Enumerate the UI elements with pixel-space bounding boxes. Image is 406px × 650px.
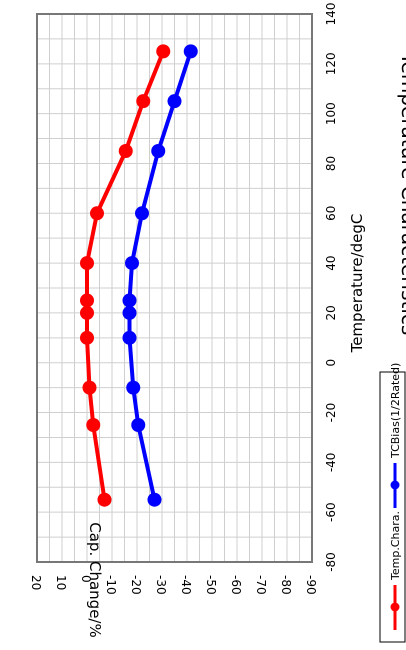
x-tick-label: 60 (324, 206, 338, 221)
x-tick-label: -60 (324, 502, 338, 522)
legend-marker-temp-chara (390, 602, 400, 612)
y-tick-label: -60 (229, 575, 243, 595)
data-point-0-0 (97, 492, 112, 507)
plot-area (36, 13, 313, 563)
legend-marker-tcbias (390, 480, 400, 490)
y-tick-label: 0 (79, 575, 93, 583)
x-tick-labels: -80 -60 -40 -20 0 20 40 60 80 100 120 140 (324, 3, 338, 572)
data-point-0-8 (118, 144, 133, 158)
y-tick-label: 20 (29, 575, 43, 590)
data-point-1-10 (183, 44, 198, 59)
x-axis-label: Temperature/degC (348, 214, 366, 354)
x-tick-label: -80 (324, 552, 338, 572)
data-point-1-3 (122, 330, 137, 345)
series-line-0 (85, 50, 166, 501)
legend-label-temp-chara: Temp.Chara. (389, 511, 402, 581)
data-point-0-4 (80, 305, 94, 320)
data-point-0-9 (136, 94, 151, 109)
x-tick-label: 120 (324, 52, 338, 75)
data-point-1-7 (135, 206, 149, 221)
data-point-1-2 (126, 380, 141, 395)
data-point-1-4 (122, 305, 137, 320)
x-tick-label: 0 (324, 359, 338, 367)
data-point-0-6 (80, 256, 94, 271)
series-layer (80, 44, 198, 507)
x-tick-label: -40 (324, 453, 338, 473)
legend-label-tcbias: TCBias(1/2Rated) (389, 363, 402, 459)
x-tick-label: -20 (324, 403, 338, 423)
y-tick-label: 10 (54, 575, 68, 590)
y-tick-labels: 20 10 0 -10 -20 -30 -40 -50 -60 -70 -80 -90 (29, 575, 318, 595)
data-point-1-1 (131, 418, 146, 432)
y-tick-label: -10 (104, 575, 118, 595)
y-tick-label: -30 (154, 575, 168, 595)
y-tick-label: -70 (254, 575, 268, 595)
y-tick-label: -40 (179, 575, 193, 595)
x-tick-label: 20 (324, 305, 338, 320)
chart-title: Temperature Characteristics (397, 52, 406, 336)
data-point-1-0 (147, 492, 162, 507)
data-point-1-5 (122, 293, 137, 308)
x-tick-label: 40 (324, 255, 338, 270)
legend-box (379, 371, 406, 643)
x-tick-label: 140 (324, 3, 338, 26)
data-point-0-1 (86, 418, 101, 432)
y-axis-label: Cap. Change/% (86, 522, 104, 637)
data-point-1-6 (125, 256, 139, 271)
data-point-0-5 (80, 293, 94, 308)
y-tick-label: -20 (129, 575, 143, 595)
x-tick-label: 100 (324, 102, 338, 125)
data-point-1-9 (167, 94, 182, 109)
legend: Temp.Chara. TCBias(1/2Rated) (379, 363, 406, 643)
x-tick-label: 80 (324, 156, 338, 171)
data-point-0-10 (156, 44, 171, 59)
data-point-0-2 (82, 380, 97, 395)
y-tick-label: -80 (279, 575, 293, 595)
y-tick-label: -90 (304, 575, 318, 595)
data-point-0-3 (80, 330, 94, 345)
y-tick-label: -50 (204, 575, 218, 595)
data-point-1-8 (151, 144, 166, 158)
data-point-0-7 (90, 206, 104, 221)
